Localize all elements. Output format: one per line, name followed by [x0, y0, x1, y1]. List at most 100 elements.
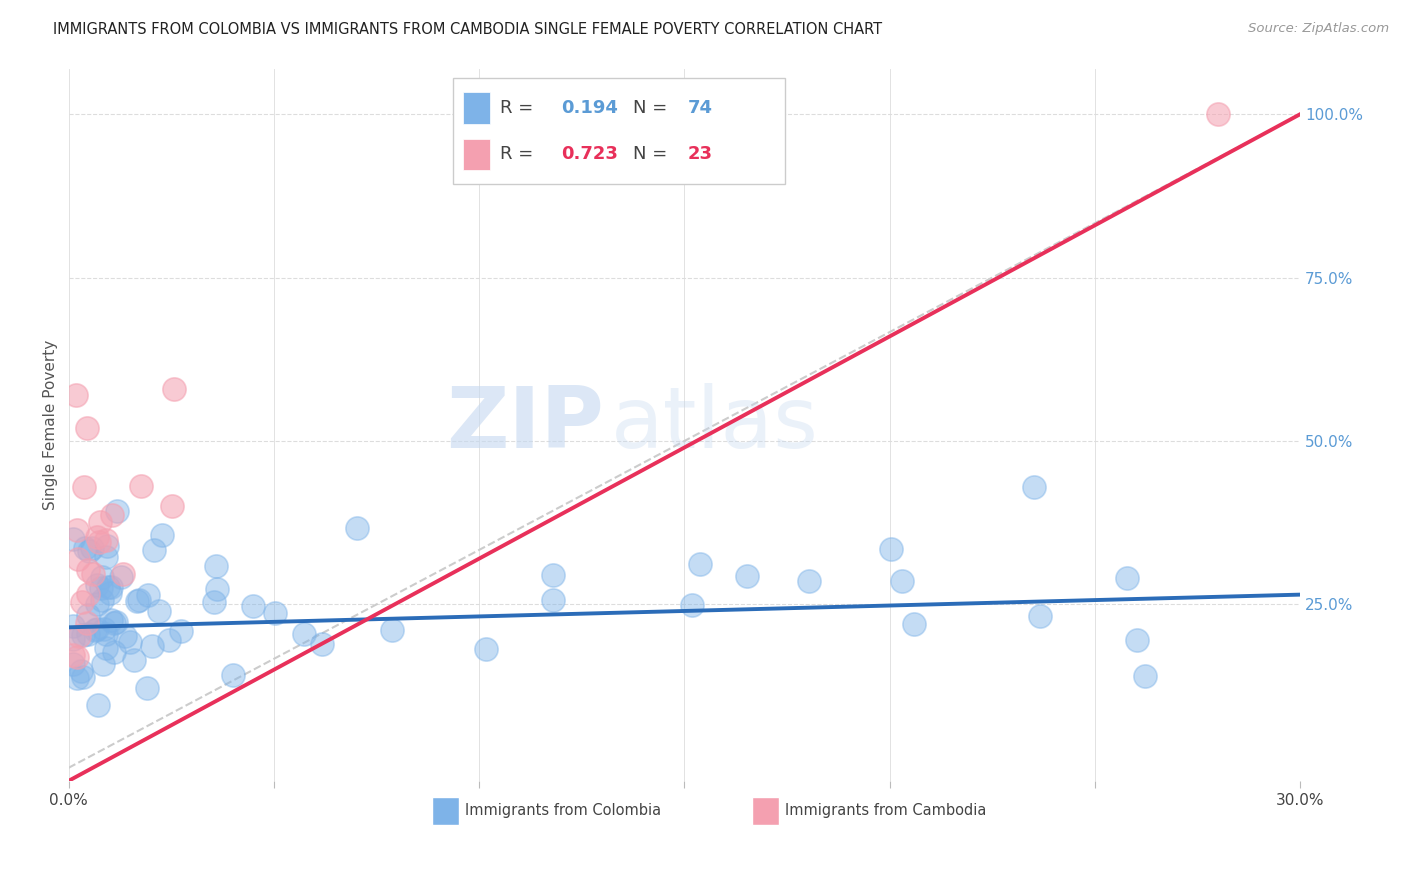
Point: [91, 592, 114, 607]
Point: [94, 533, 117, 547]
Point: [143, 542, 166, 557]
Point: [90, 582, 112, 596]
Point: [1116, 571, 1139, 585]
Bar: [463, 93, 489, 124]
Point: [66, 671, 89, 685]
Point: [66, 523, 89, 537]
Point: [91, 657, 114, 672]
Point: [66, 552, 89, 566]
Point: [689, 557, 711, 571]
Point: [76, 616, 98, 631]
FancyBboxPatch shape: [453, 78, 786, 184]
Text: atlas: atlas: [610, 384, 818, 467]
Point: [69, 664, 91, 678]
Point: [62, 532, 84, 546]
Point: [475, 641, 498, 656]
Point: [124, 653, 146, 667]
Point: [797, 574, 820, 588]
Text: 0.723: 0.723: [561, 145, 619, 163]
Text: N =: N =: [633, 99, 672, 117]
Point: [76, 627, 98, 641]
Point: [80, 541, 103, 555]
Point: [169, 624, 191, 639]
Point: [62, 648, 84, 663]
Point: [1135, 669, 1157, 683]
Point: [136, 588, 159, 602]
Point: [89, 516, 111, 530]
Point: [77, 607, 100, 622]
Point: [157, 632, 180, 647]
Point: [381, 623, 404, 637]
Point: [93, 622, 115, 636]
Bar: [463, 139, 489, 170]
Point: [105, 615, 128, 629]
Point: [141, 639, 163, 653]
Text: Immigrants from Cambodia: Immigrants from Cambodia: [786, 804, 987, 818]
Point: [1029, 608, 1052, 623]
Point: [110, 570, 132, 584]
Point: [100, 613, 122, 627]
Text: 0.194: 0.194: [561, 99, 619, 117]
Point: [150, 528, 173, 542]
Text: 23: 23: [688, 145, 713, 163]
Point: [94, 641, 117, 656]
Point: [86, 577, 108, 591]
Point: [77, 563, 100, 577]
Text: R =: R =: [499, 145, 538, 163]
Point: [222, 668, 245, 682]
Point: [202, 595, 225, 609]
Y-axis label: Single Female Poverty: Single Female Poverty: [44, 340, 58, 510]
Point: [205, 582, 228, 596]
Point: [264, 607, 287, 621]
Point: [1022, 480, 1045, 494]
Point: [103, 616, 125, 631]
Point: [129, 479, 152, 493]
Text: ZIP: ZIP: [447, 384, 605, 467]
Point: [148, 603, 170, 617]
Point: [96, 550, 118, 565]
Point: [114, 629, 136, 643]
Point: [292, 627, 315, 641]
Point: [681, 599, 703, 613]
Point: [87, 698, 110, 713]
Point: [97, 581, 120, 595]
Point: [84, 624, 107, 638]
Point: [737, 569, 759, 583]
Point: [62, 632, 84, 647]
Point: [82, 566, 104, 581]
Point: [76, 421, 98, 435]
Point: [96, 539, 118, 553]
Text: Immigrants from Colombia: Immigrants from Colombia: [465, 804, 661, 818]
Point: [86, 597, 108, 611]
Point: [879, 542, 901, 557]
Point: [903, 617, 925, 632]
Point: [205, 558, 228, 573]
Point: [103, 645, 125, 659]
Point: [242, 599, 264, 614]
Point: [541, 592, 564, 607]
Point: [72, 670, 94, 684]
Point: [100, 580, 122, 594]
Point: [66, 649, 89, 664]
Point: [87, 535, 110, 549]
Point: [72, 628, 94, 642]
Text: Source: ZipAtlas.com: Source: ZipAtlas.com: [1249, 22, 1389, 36]
Point: [73, 541, 96, 556]
Point: [128, 593, 150, 607]
Point: [125, 594, 148, 608]
Point: [94, 627, 117, 641]
Point: [346, 521, 368, 535]
Point: [120, 634, 142, 648]
Point: [1206, 107, 1229, 121]
Text: 74: 74: [688, 99, 713, 117]
Point: [67, 628, 90, 642]
Point: [541, 568, 564, 582]
Text: R =: R =: [499, 99, 538, 117]
Point: [62, 657, 84, 671]
Point: [73, 480, 96, 494]
Point: [65, 388, 87, 402]
Point: [79, 544, 101, 558]
Point: [160, 500, 183, 514]
Point: [891, 574, 914, 589]
Point: [86, 530, 108, 544]
